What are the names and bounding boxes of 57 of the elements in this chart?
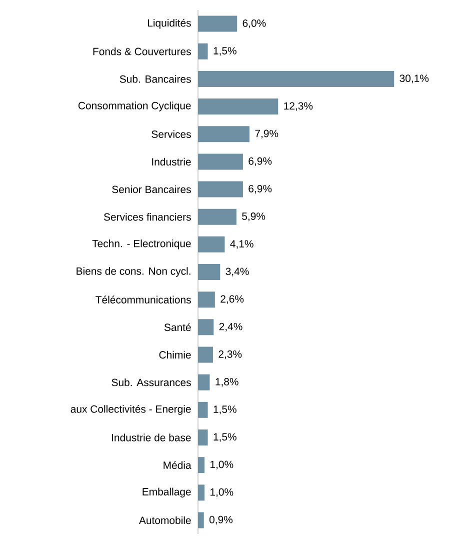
bar: [198, 402, 208, 418]
bar: [198, 208, 236, 225]
data-label: 1,5%: [214, 406, 236, 414]
y-tick-label: Services financiers: [104, 213, 191, 221]
data-label: 6,9%: [248, 184, 272, 194]
bar: [198, 319, 214, 336]
y-tick-label: Senior Bancaires: [112, 185, 191, 194]
data-label: 3,4%: [226, 268, 249, 276]
y-tick-label: Chimie: [159, 350, 191, 359]
data-label: 1,0%: [210, 488, 234, 497]
bar: [198, 374, 210, 390]
y-tick-label: Télécommunications: [96, 296, 191, 304]
data-label: 6,9%: [248, 157, 272, 166]
data-label: 4,1%: [230, 240, 254, 249]
bar: [198, 236, 225, 252]
bar: [198, 43, 208, 60]
y-tick-label: aux Collectivités - Energie: [70, 404, 191, 415]
bar: [198, 457, 205, 474]
bar: [198, 429, 208, 446]
bar: [198, 16, 238, 32]
data-label: 1,5%: [214, 47, 236, 56]
bar: [198, 181, 243, 198]
y-tick-label: Fonds & Couvertures: [93, 48, 191, 56]
data-label: 2,6%: [220, 295, 244, 304]
y-tick-label: Consommation Cyclique: [78, 102, 191, 112]
y-tick-label: Automobile: [138, 516, 191, 524]
bar: [198, 292, 215, 308]
bar: [198, 512, 204, 528]
y-tick-label: Industrie: [152, 158, 191, 166]
y-tick-label: Liquidités: [148, 18, 191, 29]
data-label: 6,0%: [242, 19, 266, 28]
data-label: 1,0%: [210, 460, 234, 470]
bar: [198, 154, 243, 170]
data-label: 7,9%: [255, 130, 278, 138]
bar: [198, 126, 250, 142]
y-tick-label: Sub. Bancaires: [120, 75, 191, 83]
data-label: 5,9%: [242, 212, 266, 222]
data-label: 1,5%: [214, 433, 236, 442]
y-tick-label: Média: [164, 461, 192, 469]
bar: [198, 70, 394, 87]
bar: [198, 98, 278, 115]
y-tick-label: Services: [152, 130, 191, 138]
y-tick-label: Santé: [164, 323, 191, 332]
data-label: 0,9%: [209, 516, 233, 525]
data-label: 12,3%: [284, 102, 313, 111]
bar: [198, 264, 220, 280]
data-label: 2,4%: [219, 322, 242, 332]
y-tick-label: Biens de cons. Non cycl.: [76, 267, 190, 277]
y-tick-label: Techn. - Electronique: [92, 240, 191, 250]
data-label: 1,8%: [216, 378, 238, 387]
bar: [198, 346, 213, 363]
data-label: 2,3%: [218, 350, 242, 360]
data-label: 30,1%: [400, 74, 429, 84]
y-tick-label: Sub. Assurances: [112, 378, 191, 386]
y-tick-label: Emballage: [142, 488, 191, 498]
y-tick-label: Industrie de base: [112, 434, 191, 442]
bar: [198, 484, 205, 501]
